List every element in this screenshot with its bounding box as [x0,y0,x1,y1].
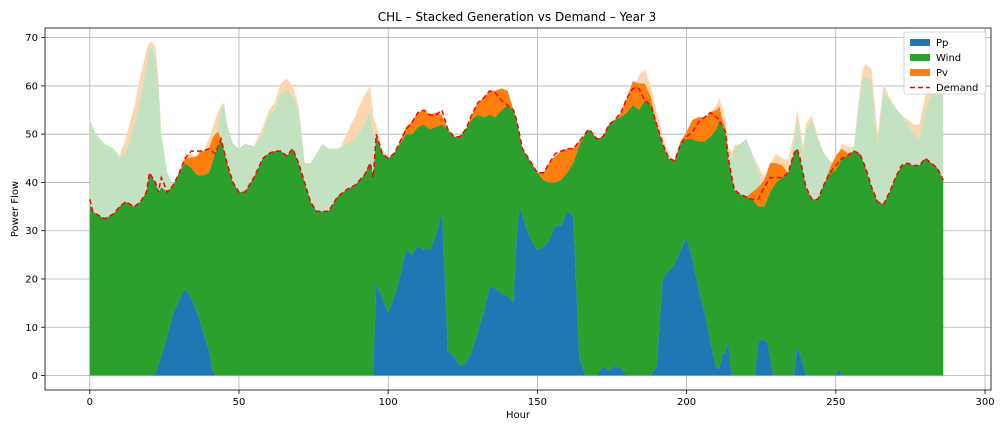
x-tick-label: 50 [233,397,246,408]
x-axis-label: Hour [506,410,531,421]
y-axis-label: Power Flow [10,181,21,237]
x-tick-label: 200 [677,397,696,408]
y-tick-label: 40 [25,178,38,189]
plot-areas [89,42,944,376]
y-tick-label: 30 [25,226,38,237]
legend-wind-swatch [910,54,930,61]
x-tick-label: 0 [87,397,93,408]
y-tick-label: 70 [25,33,38,44]
axis-ticks: 0 50 100 150 200 250 300 0 10 20 30 40 50 60 70 [25,33,994,408]
y-tick-label: 50 [25,130,38,141]
legend-demand-label: Demand [936,83,978,94]
y-tick-label: 0 [32,371,38,382]
y-tick-label: 60 [25,81,38,92]
legend: Pp Wind Pv Demand [903,31,987,95]
x-tick-label: 250 [826,397,845,408]
x-tick-label: 300 [975,397,994,408]
y-tick-label: 20 [25,274,38,285]
x-tick-label: 100 [379,397,398,408]
demand-line [89,87,944,220]
plot-frame [44,27,992,391]
demand-line-group [89,87,944,220]
legend-wind-label: Wind [936,53,961,64]
chart-title: CHL – Stacked Generation vs Demand – Yea… [378,10,657,24]
legend-pp-label: Pp [936,38,948,49]
x-tick-label: 150 [528,397,547,408]
pp-area [89,206,944,376]
legend-pv-swatch [910,69,930,76]
legend-pv-label: Pv [936,68,948,79]
y-tick-label: 10 [25,323,38,334]
legend-box [903,31,987,95]
legend-pp-swatch [910,39,930,46]
